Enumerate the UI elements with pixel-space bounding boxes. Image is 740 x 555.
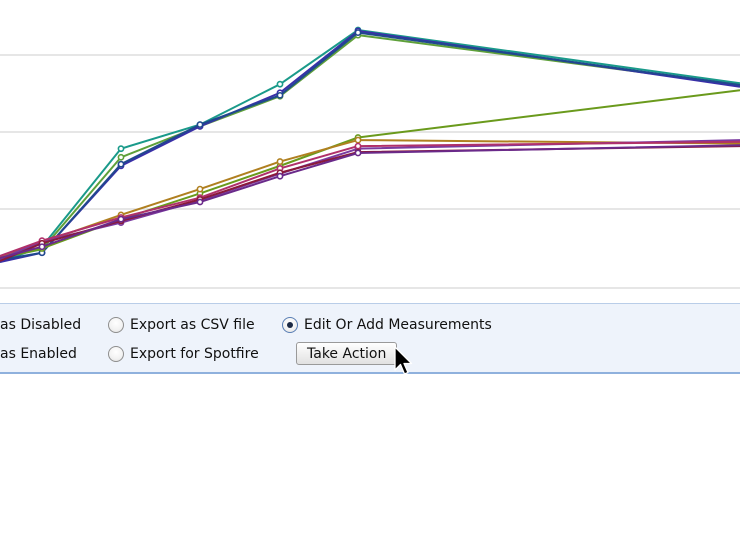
mark-disabled-option[interactable]: as Disabled xyxy=(0,317,81,333)
export-csv-radio[interactable] xyxy=(108,317,124,333)
data-point[interactable] xyxy=(354,136,362,144)
data-point[interactable] xyxy=(354,29,362,36)
gridlines xyxy=(0,54,740,289)
export-csv-option[interactable]: Export as CSV file xyxy=(108,317,255,333)
mark-disabled-label: as Disabled xyxy=(0,317,82,333)
data-point[interactable] xyxy=(117,160,125,168)
data-point[interactable] xyxy=(196,198,204,206)
line-chart xyxy=(0,26,740,289)
data-point[interactable] xyxy=(117,153,125,161)
edit-measurements-option[interactable]: Edit Or Add Measurements xyxy=(282,317,492,333)
mark-enabled-label: as Enabled xyxy=(0,346,77,362)
take-action-button[interactable]: Take Action xyxy=(296,342,398,365)
mark-enabled-option[interactable]: as Enabled xyxy=(0,346,77,362)
edit-measurements-radio[interactable] xyxy=(282,317,298,333)
data-point[interactable] xyxy=(276,172,284,180)
data-point[interactable] xyxy=(276,91,284,99)
data-point[interactable] xyxy=(38,243,46,251)
export-spotfire-radio[interactable] xyxy=(108,346,124,362)
series-line xyxy=(0,139,740,260)
data-point[interactable] xyxy=(196,185,204,193)
export-spotfire-option[interactable]: Export for Spotfire xyxy=(108,346,259,362)
series-line xyxy=(0,139,740,258)
data-point[interactable] xyxy=(276,158,284,165)
data-point[interactable] xyxy=(117,145,125,153)
data-point[interactable] xyxy=(276,80,284,88)
action-panel: as Disabled as Enabled Export as CSV fil… xyxy=(0,303,740,374)
series-line xyxy=(0,145,740,262)
mouse-pointer-icon xyxy=(394,346,413,375)
data-point[interactable] xyxy=(354,142,362,150)
data-point[interactable] xyxy=(117,215,125,223)
edit-measurements-label: Edit Or Add Measurements xyxy=(304,317,492,333)
export-csv-label: Export as CSV file xyxy=(130,317,255,333)
data-point[interactable] xyxy=(196,121,204,128)
data-point[interactable] xyxy=(354,149,362,157)
export-spotfire-label: Export for Spotfire xyxy=(130,346,259,362)
series-line xyxy=(0,140,740,257)
